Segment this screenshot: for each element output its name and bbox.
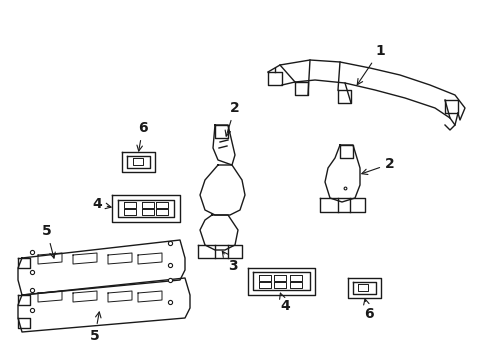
Text: 6: 6 [363,299,373,321]
Text: 2: 2 [224,101,239,136]
Text: 1: 1 [357,44,384,85]
Text: 4: 4 [92,197,111,211]
Text: 5: 5 [42,224,55,258]
Text: 6: 6 [137,121,147,151]
Text: 2: 2 [361,157,394,175]
Text: 4: 4 [279,293,289,313]
Text: 5: 5 [90,312,101,343]
Text: 3: 3 [222,251,237,273]
